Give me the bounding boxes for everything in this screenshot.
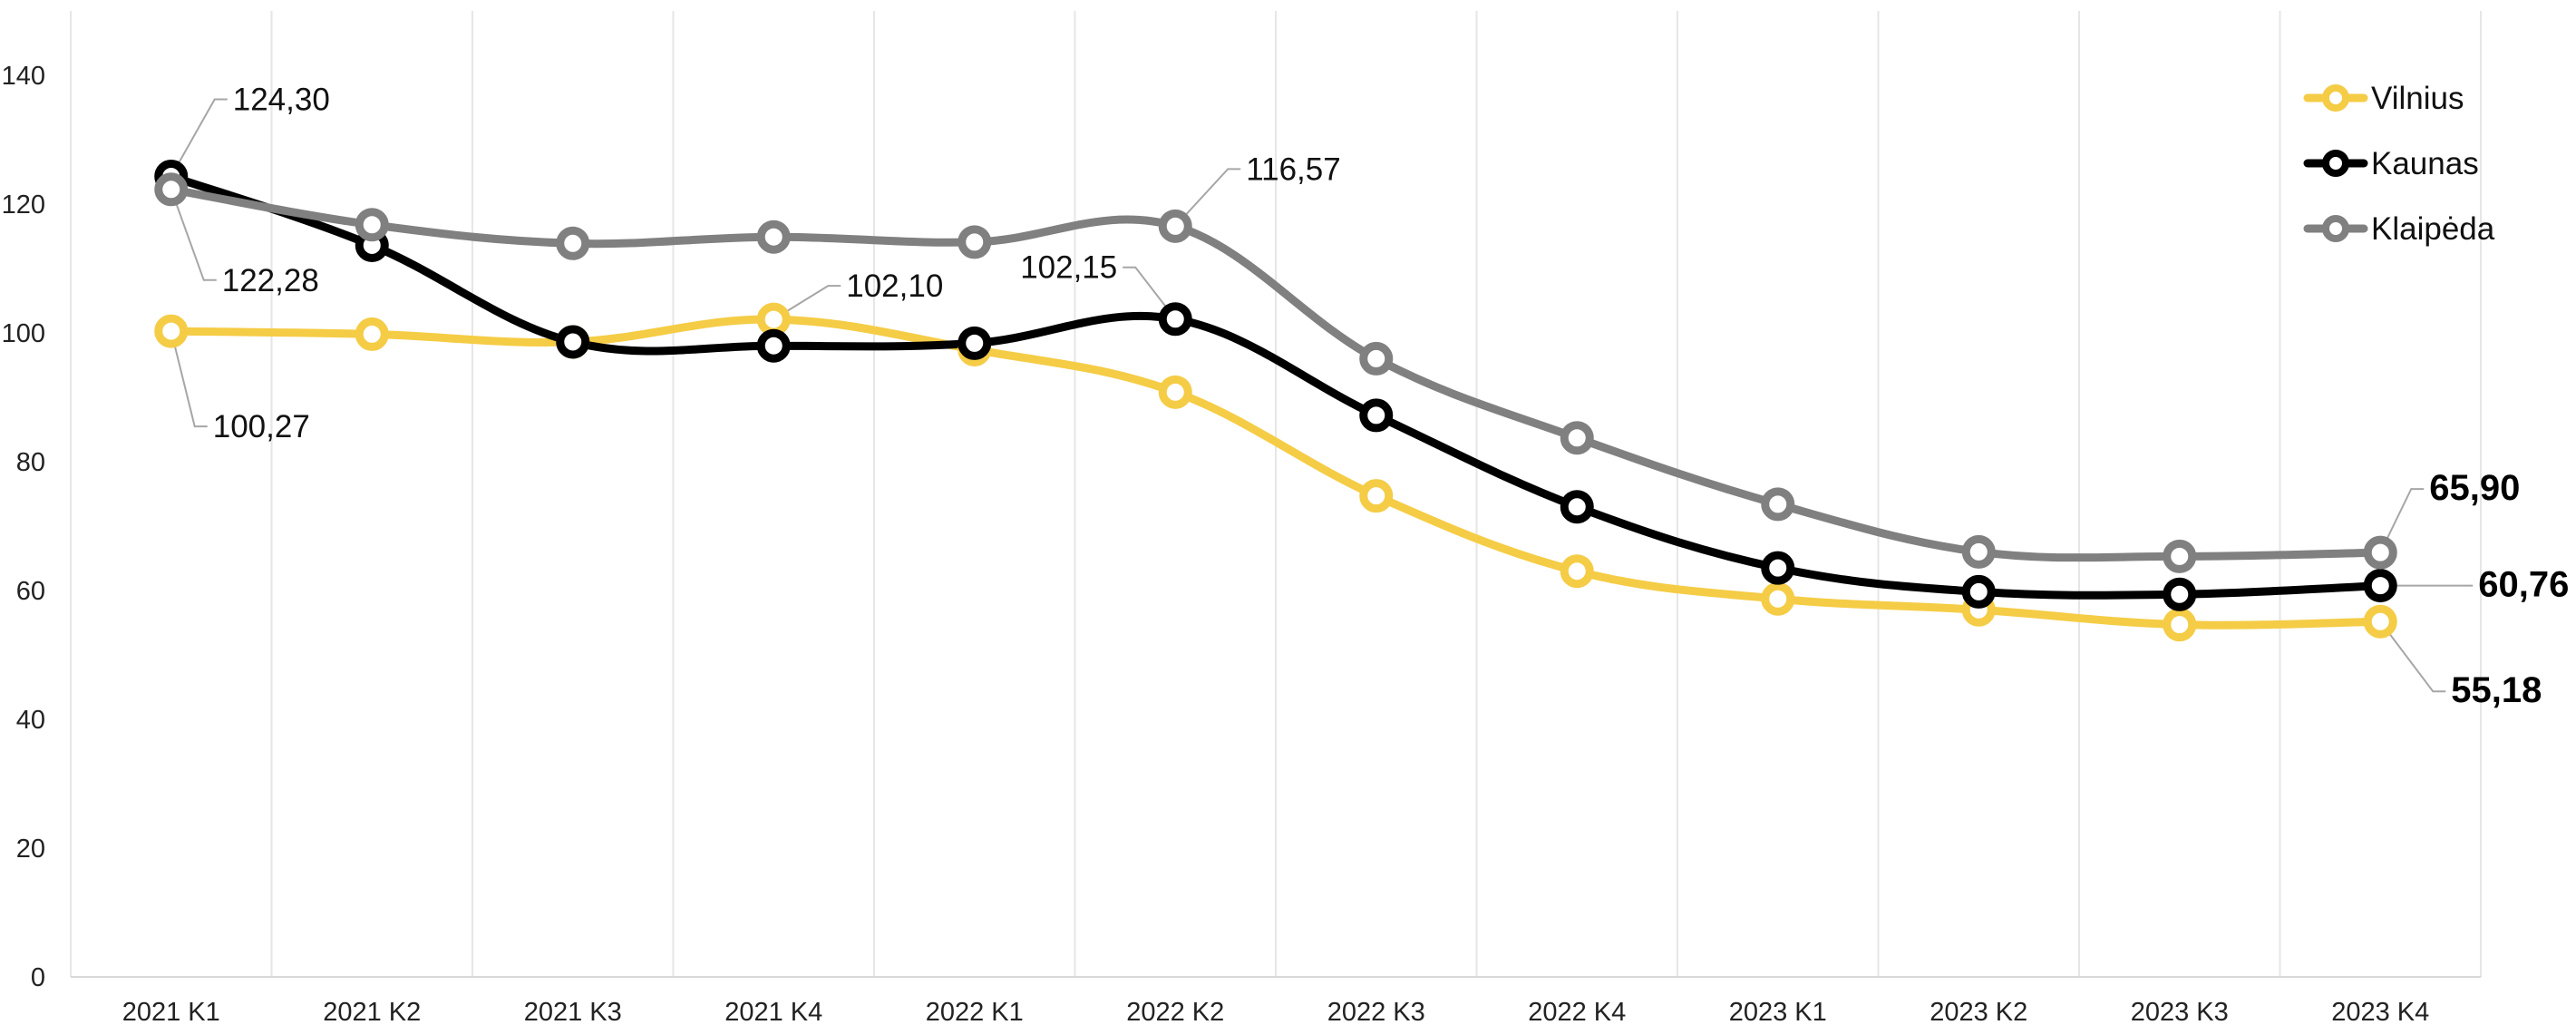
annotation-leader bbox=[1174, 168, 1241, 228]
data-point-kaunas bbox=[1560, 490, 1594, 524]
legend-entry: Kaunas bbox=[2371, 146, 2479, 181]
data-point-vilnius bbox=[1359, 479, 1394, 513]
data-label: 65,90 bbox=[2429, 468, 2520, 508]
data-point-vilnius bbox=[2363, 604, 2397, 639]
data-labels: 124,30 122,28 100,27 102,10 102,15 116,57 65,9… bbox=[213, 82, 2570, 710]
axes: 0 20 40 60 80 100 120 140 2021 K1 2021 K2 2021 K3 2… bbox=[2, 62, 2481, 1025]
data-point-kaunas bbox=[2163, 577, 2197, 611]
data-point-klaipda bbox=[1560, 421, 1594, 455]
x-tick-label: 2022 K3 bbox=[1327, 998, 1425, 1025]
data-point-klaipda bbox=[154, 172, 189, 207]
data-point-klaipda bbox=[1961, 534, 1996, 569]
data-point-vilnius bbox=[1158, 375, 1192, 409]
data-point-kaunas bbox=[957, 326, 992, 360]
data-point-vilnius bbox=[756, 302, 791, 337]
x-tick-label: 2022 K1 bbox=[926, 998, 1024, 1025]
data-point-kaunas bbox=[2363, 569, 2397, 603]
data-label: 122,28 bbox=[222, 263, 319, 298]
annotation-leader bbox=[170, 189, 217, 281]
data-point-klaipda bbox=[957, 225, 992, 259]
data-point-klaipda bbox=[2163, 539, 2197, 573]
data-point-vilnius bbox=[355, 317, 389, 351]
legend: Vilnius Kaunas Klaipėda bbox=[2303, 81, 2495, 247]
legend-entry: Klaipėda bbox=[2371, 211, 2495, 247]
annotation-leader bbox=[2379, 620, 2446, 693]
x-tick-label: 2023 K4 bbox=[2331, 998, 2429, 1025]
x-tick-label: 2021 K2 bbox=[323, 998, 421, 1025]
data-point-vilnius bbox=[2163, 608, 2197, 642]
data-label: 124,30 bbox=[233, 82, 330, 117]
data-point-kaunas bbox=[1359, 398, 1394, 433]
legend-marker bbox=[2322, 150, 2349, 177]
grid-lines bbox=[70, 11, 2482, 977]
data-point-vilnius bbox=[1761, 581, 1795, 616]
data-point-klaipda bbox=[756, 220, 791, 254]
series-markers bbox=[154, 159, 2397, 642]
annotation-leader bbox=[170, 330, 208, 428]
data-point-vilnius bbox=[154, 314, 189, 348]
annotation-leaders bbox=[170, 98, 2474, 693]
x-tick-label: 2021 K3 bbox=[524, 998, 622, 1025]
y-tick-label: 40 bbox=[16, 706, 45, 735]
annotation-leader bbox=[773, 285, 841, 320]
data-label: 102,15 bbox=[1020, 250, 1117, 286]
x-tick-label: 2023 K2 bbox=[1930, 998, 2027, 1025]
y-tick-label: 120 bbox=[2, 190, 45, 220]
legend-entry: Vilnius bbox=[2371, 81, 2464, 116]
data-label: 102,10 bbox=[846, 268, 943, 304]
y-tick-label: 140 bbox=[2, 62, 45, 91]
data-point-kaunas bbox=[1158, 302, 1192, 337]
data-label: 100,27 bbox=[213, 409, 310, 444]
y-tick-label: 80 bbox=[16, 448, 45, 477]
y-tick-label: 60 bbox=[16, 577, 45, 606]
y-tick-label: 20 bbox=[16, 835, 45, 864]
data-label: 60,76 bbox=[2478, 565, 2569, 605]
data-point-klaipda bbox=[2363, 535, 2397, 570]
data-point-klaipda bbox=[1359, 341, 1394, 376]
x-tick-label: 2021 K1 bbox=[122, 998, 220, 1025]
x-tick-label: 2022 K4 bbox=[1528, 998, 1626, 1025]
y-tick-label: 0 bbox=[31, 963, 45, 992]
legend-marker bbox=[2322, 84, 2349, 112]
x-tick-label: 2022 K2 bbox=[1126, 998, 1224, 1025]
x-tick-label: 2023 K1 bbox=[1729, 998, 1827, 1025]
x-tick-label: 2023 K3 bbox=[2131, 998, 2229, 1025]
annotation-leader bbox=[1123, 266, 1177, 320]
data-point-klaipda bbox=[556, 226, 590, 260]
annotation-leader bbox=[2379, 488, 2425, 553]
data-point-klaipda bbox=[1761, 487, 1795, 522]
data-label: 116,57 bbox=[1246, 151, 1340, 187]
data-point-kaunas bbox=[556, 325, 590, 359]
data-point-kaunas bbox=[1761, 551, 1795, 585]
data-label: 55,18 bbox=[2451, 670, 2542, 710]
data-point-vilnius bbox=[1560, 554, 1594, 589]
data-point-kaunas bbox=[1961, 574, 1996, 609]
data-point-klaipda bbox=[355, 208, 389, 242]
annotation-leader bbox=[170, 98, 228, 177]
y-tick-label: 100 bbox=[2, 319, 45, 348]
data-point-kaunas bbox=[756, 328, 791, 363]
x-tick-label: 2021 K4 bbox=[724, 998, 822, 1025]
data-point-klaipda bbox=[1158, 209, 1192, 243]
legend-marker bbox=[2322, 215, 2349, 242]
